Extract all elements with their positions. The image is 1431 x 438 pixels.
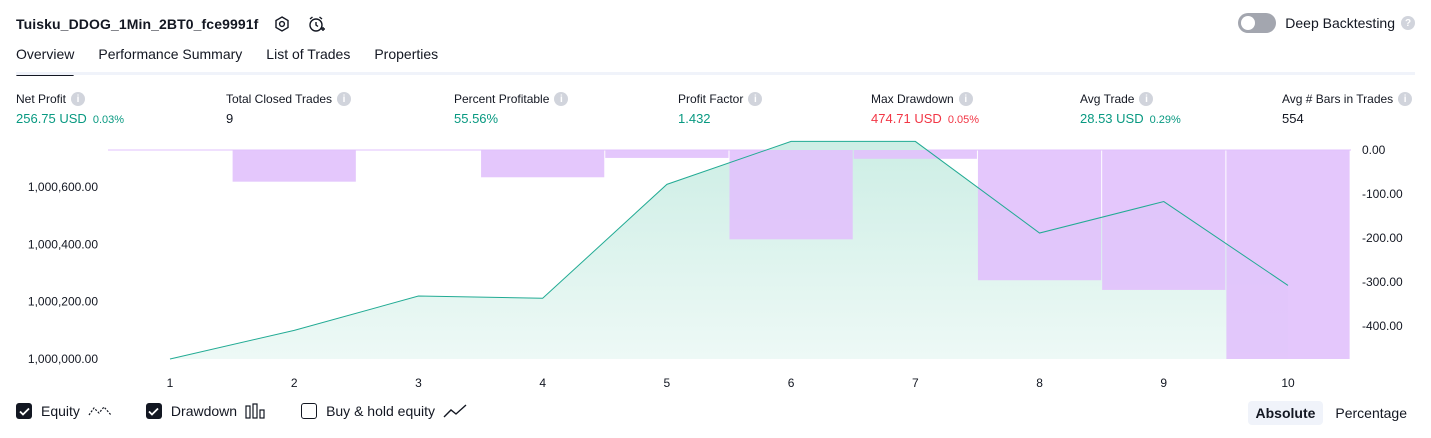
right-axis-tick-label: -200.00 (1362, 231, 1403, 245)
x-axis-tick-label: 4 (539, 376, 546, 390)
strategy-title: Tuisku_DDOG_1Min_2BT0_fce9991f (16, 16, 259, 32)
left-axis-tick-label: 1,000,000.00 (28, 352, 98, 366)
metric-net-profit: Net Profit i 256.75 USD 0.03% (16, 92, 124, 126)
info-icon[interactable]: i (1139, 92, 1154, 106)
metric-label: Avg Trade (1080, 92, 1135, 106)
equity-label: Equity (41, 403, 80, 419)
metric-avg-trade: Avg Trade i 28.53 USD 0.29% (1080, 92, 1181, 126)
metric-avg-bars-in-trades: Avg # Bars in Trades i 554 (1282, 92, 1413, 126)
x-axis-tick-label: 10 (1281, 376, 1295, 390)
chart-legend: Equity Drawdown Buy & hold equity (16, 403, 501, 419)
buy-hold-toggle[interactable]: Buy & hold equity (301, 403, 467, 419)
equity-checkbox[interactable] (16, 403, 32, 419)
drawdown-bar (1226, 150, 1350, 359)
drawdown-bar (1102, 150, 1226, 290)
x-axis-tick-label: 5 (664, 376, 671, 390)
metric-value: 554 (1282, 111, 1304, 126)
x-axis-tick-label: 7 (912, 376, 919, 390)
tab-bar: Overview Performance Summary List of Tra… (16, 46, 462, 76)
metric-label: Total Closed Trades (226, 92, 333, 106)
deep-backtesting-toggle[interactable] (1238, 13, 1277, 33)
drawdown-bar (108, 150, 231, 151)
drawdown-bar (853, 150, 977, 159)
strategy-header: Tuisku_DDOG_1Min_2BT0_fce9991f (16, 12, 326, 36)
x-axis-tick-label: 1 (167, 376, 174, 390)
metrics-row: Net Profit i 256.75 USD 0.03% Total Closed… (0, 92, 1431, 132)
buy-hold-line-icon (443, 403, 467, 419)
left-axis-tick-label: 1,000,600.00 (28, 180, 98, 194)
drawdown-bar (977, 150, 1102, 281)
help-icon[interactable]: ? (1401, 16, 1415, 30)
x-axis-tick-label: 8 (1036, 376, 1043, 390)
metric-value: 1.432 (678, 111, 711, 126)
info-icon[interactable]: i (71, 92, 86, 106)
equity-line-icon (88, 403, 112, 419)
left-axis-tick-label: 1,000,200.00 (28, 295, 98, 309)
percentage-button[interactable]: Percentage (1335, 405, 1407, 421)
metric-label: Net Profit (16, 92, 67, 106)
add-alert-icon[interactable] (306, 14, 326, 34)
drawdown-toggle[interactable]: Drawdown (145, 403, 267, 419)
drawdown-bars-icon (245, 403, 267, 419)
settings-icon[interactable] (272, 14, 292, 34)
info-icon[interactable]: i (1398, 92, 1413, 106)
metric-value: 55.56% (454, 111, 499, 126)
metric-label: Profit Factor (678, 92, 744, 106)
deep-backtesting: Deep Backtesting ? (1238, 13, 1415, 33)
left-axis-tick-label: 1,000,400.00 (28, 237, 98, 251)
tab-properties[interactable]: Properties (374, 46, 439, 62)
info-icon[interactable]: i (337, 92, 352, 106)
equity-toggle[interactable]: Equity (16, 403, 112, 419)
drawdown-bar (232, 150, 356, 182)
info-icon[interactable]: i (958, 92, 973, 106)
metric-value: 474.71 USD (871, 111, 942, 126)
metric-percent: 0.03% (92, 114, 125, 126)
metric-max-drawdown: Max Drawdown i 474.71 USD 0.05% (871, 92, 979, 126)
metric-value: 9 (226, 111, 234, 126)
metric-label: Avg # Bars in Trades (1282, 92, 1394, 106)
toggle-knob (1241, 16, 1256, 30)
scale-switch: Absolute Percentage (1244, 401, 1416, 425)
info-icon[interactable]: i (748, 92, 763, 106)
x-axis-tick-label: 9 (1160, 376, 1167, 390)
drawdown-bar (729, 150, 853, 240)
metric-value: 28.53 USD (1080, 111, 1144, 126)
right-axis-tick-label: -400.00 (1362, 319, 1403, 333)
equity-drawdown-chart[interactable]: 1,000,000.00 1,000,200.00 1,000,400.00 1,00… (0, 140, 1431, 398)
deep-backtesting-label: Deep Backtesting (1285, 15, 1395, 31)
absolute-button[interactable]: Absolute (1247, 401, 1324, 425)
drawdown-bar (481, 150, 605, 178)
drawdown-bar (357, 150, 480, 151)
drawdown-checkbox[interactable] (145, 403, 162, 419)
tab-list-of-trades[interactable]: List of Trades (266, 46, 351, 62)
metric-percent: 0.29% (1149, 114, 1181, 126)
equity-area (170, 141, 1288, 359)
right-axis-tick-label: -100.00 (1362, 187, 1403, 201)
x-axis-tick-label: 2 (291, 376, 298, 390)
metric-profit-factor: Profit Factor i 1.432 (678, 92, 763, 126)
metric-percent: 0.05% (947, 114, 980, 126)
metric-value: 256.75 USD (16, 111, 87, 126)
tab-performance-summary[interactable]: Performance Summary (98, 46, 243, 62)
metric-total-closed-trades: Total Closed Trades i 9 (226, 92, 352, 126)
drawdown-label: Drawdown (170, 403, 238, 419)
x-axis-tick-label: 3 (415, 376, 422, 390)
tab-divider (16, 72, 1415, 75)
metric-label: Max Drawdown (871, 92, 954, 106)
drawdown-bar (605, 150, 729, 158)
metric-percent-profitable: Percent Profitable i 55.56% (454, 92, 569, 126)
right-axis-tick-label: 0.00 (1362, 143, 1386, 157)
info-icon[interactable]: i (554, 92, 569, 106)
equity-line (169, 140, 1289, 360)
tab-overview[interactable]: Overview (16, 46, 75, 76)
metric-label: Percent Profitable (454, 92, 550, 106)
buy-hold-label: Buy & hold equity (326, 403, 436, 419)
buy-hold-checkbox[interactable] (301, 403, 318, 419)
right-axis-tick-label: -300.00 (1362, 275, 1403, 289)
x-axis-tick-label: 6 (788, 376, 795, 390)
